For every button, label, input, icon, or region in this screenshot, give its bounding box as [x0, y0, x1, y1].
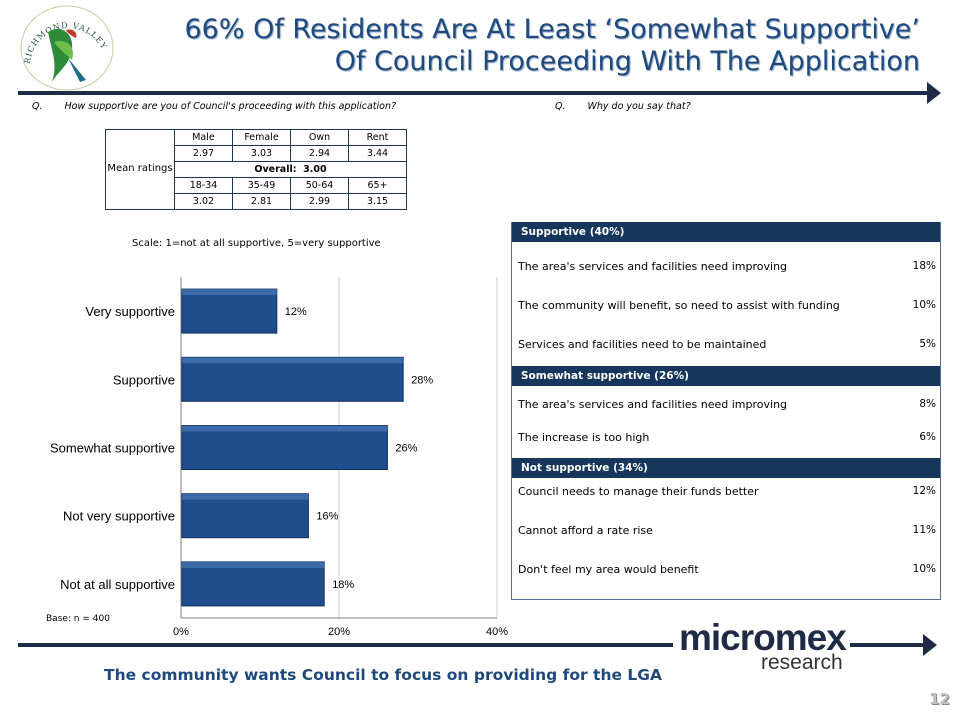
bottom-divider-line	[18, 643, 673, 647]
question-right: Q. Why do you say that?	[555, 101, 691, 112]
value-own: 2.94	[290, 145, 349, 162]
reason-text: Council needs to manage their funds bett…	[518, 485, 759, 498]
question-left: Q. How supportive are you of Council's pr…	[32, 101, 396, 112]
header-rent: Rent	[348, 129, 407, 146]
value-age-35-49: 2.81	[232, 193, 291, 210]
bottom-divider-arrow-icon	[923, 634, 937, 656]
slide-title-line-1: 66% Of Residents Are At Least ‘Somewhat …	[184, 14, 920, 45]
bar	[181, 288, 278, 334]
reason-text: Don't feel my area would benefit	[518, 563, 699, 576]
x-tick-label: 0%	[173, 626, 189, 638]
overall-label: Overall:	[254, 164, 297, 175]
value-age-18-34: 3.02	[174, 193, 233, 210]
bar-value-label: 16%	[316, 511, 338, 523]
brand-line-2: research	[761, 651, 843, 674]
header-age-18-34: 18-34	[174, 177, 233, 194]
reason-text: The area's services and facilities need …	[518, 260, 788, 273]
bar-highlight	[182, 357, 404, 364]
richmond-valley-council-logo: RICHMOND VALLEY COUNCIL	[8, 2, 114, 91]
question-right-marker: Q.	[555, 101, 566, 112]
reason-percentage: 10%	[912, 299, 936, 311]
reason-text: The area's services and facilities need …	[518, 398, 788, 411]
bar	[181, 356, 404, 402]
header-age-50-64: 50-64	[290, 177, 349, 194]
reason-section-heading: Supportive (40%)	[512, 222, 940, 242]
reason-percentage: 12%	[912, 485, 936, 497]
bar	[181, 425, 388, 470]
reason-text: Services and facilities need to be maint…	[518, 338, 767, 351]
bar-highlight	[182, 289, 277, 296]
header-own: Own	[290, 129, 349, 146]
value-age-50-64: 2.99	[290, 193, 349, 210]
bar-value-label: 26%	[395, 443, 417, 455]
bar-value-label: 12%	[285, 306, 307, 318]
header-female: Female	[232, 129, 291, 146]
mean-ratings-label: Mean ratings	[105, 129, 175, 210]
mean-ratings-table: Mean ratings Male Female Own Rent 2.97 3…	[105, 129, 407, 210]
x-tick-label: 20%	[328, 626, 350, 638]
page-number: 12	[929, 690, 950, 708]
question-left-marker: Q.	[32, 101, 43, 112]
brand-line-1: micromex	[679, 617, 847, 658]
bar-highlight	[182, 425, 388, 432]
reasons-panel: Supportive (40%) The area's services and …	[511, 222, 941, 600]
reason-percentage: 5%	[919, 338, 936, 350]
category-label: Very supportive	[85, 304, 175, 319]
top-divider-line	[18, 91, 928, 95]
question-left-text: How supportive are you of Council's proc…	[64, 101, 397, 112]
bottom-divider-line-right	[850, 643, 924, 647]
bar-highlight	[182, 493, 309, 500]
base-note: Base: n = 400	[46, 614, 110, 624]
bar-value-label: 18%	[332, 579, 354, 591]
question-right-text: Why do you say that?	[587, 101, 691, 112]
reason-text: The increase is too high	[518, 431, 650, 444]
value-rent: 3.44	[348, 145, 407, 162]
bar	[181, 493, 309, 539]
x-tick-label: 40%	[486, 626, 508, 638]
value-female: 3.03	[232, 145, 291, 162]
bar-highlight	[182, 561, 325, 568]
overall-rating: Overall: 3.00	[174, 161, 407, 178]
header-age-35-49: 35-49	[232, 177, 291, 194]
reason-text: Cannot afford a rate rise	[518, 524, 653, 537]
bar	[181, 561, 325, 607]
scale-note: Scale: 1=not at all supportive, 5=very s…	[132, 238, 381, 249]
supportiveness-bar-chart: 0% 20% 40% Very supportive 12% Supportive 28% S…	[50, 277, 508, 638]
bar-value-label: 28%	[411, 374, 433, 386]
category-label: Not at all supportive	[60, 577, 175, 592]
header-age-65-plus: 65+	[348, 177, 407, 194]
reason-percentage: 10%	[912, 563, 936, 575]
top-divider-arrow-icon	[927, 82, 941, 104]
header-male: Male	[174, 129, 233, 146]
reason-percentage: 18%	[912, 260, 936, 272]
footer-caption: The community wants Council to focus on …	[104, 666, 662, 684]
reason-section-heading: Not supportive (34%)	[512, 458, 940, 478]
category-label: Somewhat supportive	[50, 441, 175, 456]
reason-percentage: 8%	[919, 398, 936, 410]
value-male: 2.97	[174, 145, 233, 162]
micromex-research-logo: micromex research	[675, 617, 855, 675]
overall-value: 3.00	[303, 164, 327, 175]
reason-percentage: 6%	[919, 431, 936, 443]
category-label: Supportive	[113, 372, 175, 387]
reason-percentage: 11%	[912, 524, 936, 536]
reason-section-heading: Somewhat supportive (26%)	[512, 366, 940, 386]
reason-text: The community will benefit, so need to a…	[518, 299, 840, 312]
category-label: Not very supportive	[63, 509, 175, 524]
value-age-65-plus: 3.15	[348, 193, 407, 210]
slide-title-line-2: Of Council Proceeding With The Applicati…	[334, 46, 920, 77]
